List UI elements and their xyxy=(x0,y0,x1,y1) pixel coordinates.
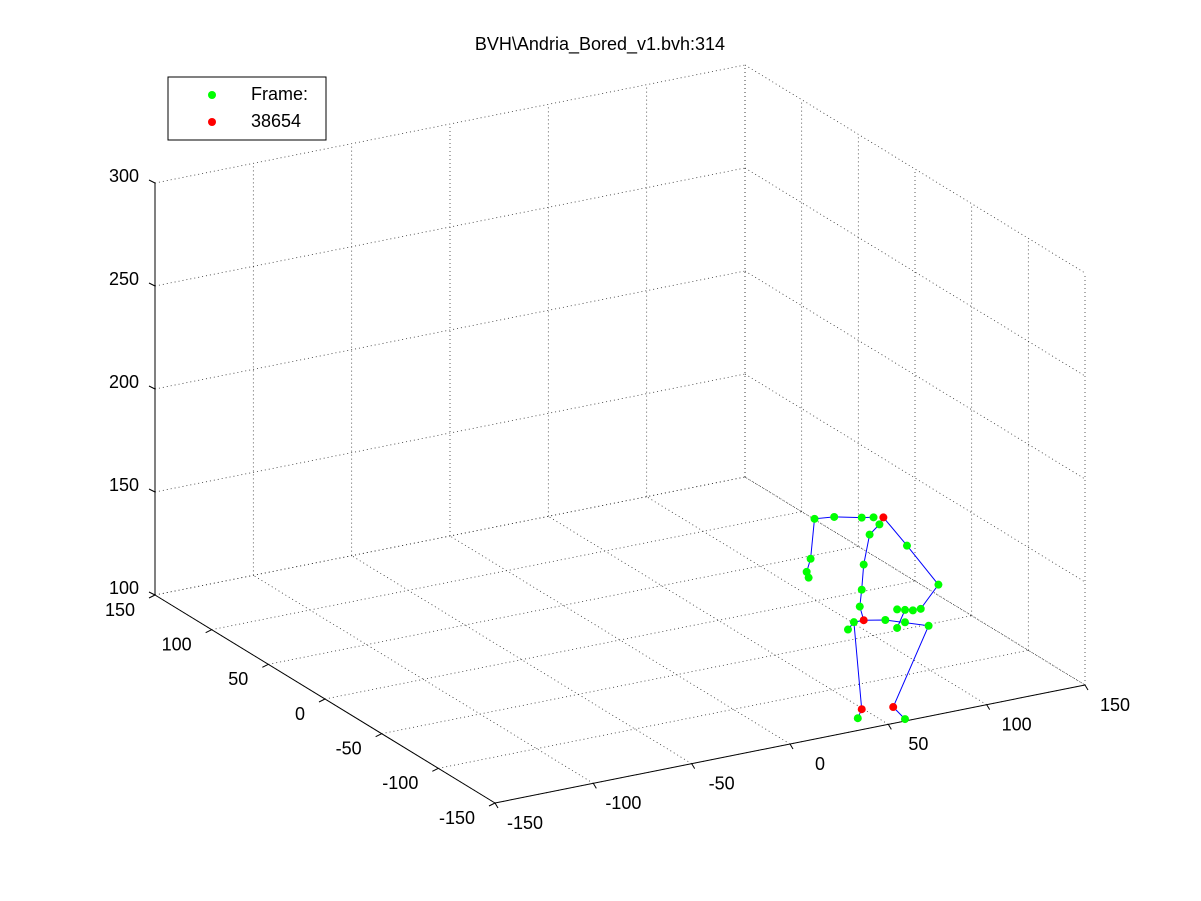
chart-title: BVH\Andria_Bored_v1.bvh:314 xyxy=(475,34,725,55)
z-tick xyxy=(148,488,156,493)
grid-line xyxy=(324,580,916,700)
joint-point xyxy=(855,602,864,611)
joint-point xyxy=(893,623,902,632)
grid-line xyxy=(211,511,802,631)
y-tick xyxy=(318,698,326,703)
joint-point xyxy=(901,715,909,724)
y-tick-label: -100 xyxy=(382,773,418,793)
joint-point xyxy=(859,560,868,569)
joint-point xyxy=(908,606,917,615)
legend-label: Frame: xyxy=(251,84,308,104)
joint-point xyxy=(889,703,898,712)
grid-line xyxy=(744,270,1086,480)
joint-point xyxy=(857,513,866,522)
joint-point xyxy=(857,585,866,594)
z-tick xyxy=(148,282,156,287)
z-tick xyxy=(148,385,156,390)
grid-line xyxy=(744,373,1086,583)
joint-point xyxy=(859,616,868,625)
z-tick-label: 250 xyxy=(109,269,139,289)
grid-line xyxy=(744,167,1086,377)
plot-data xyxy=(802,512,943,724)
x-tick xyxy=(691,763,696,769)
y-tick-label: 100 xyxy=(162,634,192,654)
y-tick xyxy=(488,802,496,807)
z-tick xyxy=(148,591,156,596)
x-tick xyxy=(887,724,892,730)
legend-label: 38654 xyxy=(251,111,301,131)
grid-line xyxy=(268,545,859,665)
grid-line xyxy=(381,615,972,735)
axes: -150-100-50050100150-150-100-50050100150… xyxy=(105,166,1130,833)
grid-line xyxy=(646,496,987,706)
legend-box xyxy=(167,76,327,141)
joint-point xyxy=(830,512,839,521)
x-tick-label: -100 xyxy=(605,793,641,813)
joint-point xyxy=(869,513,878,522)
grid-line xyxy=(744,476,1086,686)
joint-point xyxy=(879,513,888,522)
z-tick-label: 300 xyxy=(109,166,139,186)
y-tick xyxy=(205,629,212,634)
joint-point xyxy=(853,714,862,723)
x-tick-label: 100 xyxy=(1002,714,1032,734)
y-tick-label: -150 xyxy=(439,808,475,828)
x-tick-label: 0 xyxy=(815,754,825,774)
x-tick xyxy=(1084,684,1089,691)
grid-line xyxy=(744,64,1086,274)
x-tick-label: -50 xyxy=(709,773,735,793)
joint-point xyxy=(804,573,813,582)
legend: Frame: 38654 xyxy=(167,76,327,141)
z-tick-label: 100 xyxy=(109,578,139,598)
x-tick xyxy=(494,802,499,809)
z-tick xyxy=(148,179,156,184)
grid xyxy=(154,64,1086,804)
y-tick xyxy=(148,594,156,599)
grid-line xyxy=(548,515,889,725)
z-tick-label: 200 xyxy=(109,372,139,392)
joint-point xyxy=(901,618,909,627)
y-tick xyxy=(432,767,439,772)
joint-point xyxy=(806,554,815,563)
y-tick xyxy=(262,663,269,668)
x-tick xyxy=(789,743,794,750)
joint-point xyxy=(934,580,943,589)
joint-point xyxy=(924,621,933,630)
x-tick xyxy=(592,783,597,789)
joint-point xyxy=(902,541,911,550)
joint-point xyxy=(901,605,909,614)
grid-line xyxy=(154,64,746,184)
y-tick-label: -50 xyxy=(336,738,362,758)
legend-marker xyxy=(208,118,216,126)
x-tick-label: -150 xyxy=(507,813,543,833)
grid-line xyxy=(154,373,746,493)
grid-line xyxy=(154,270,746,390)
joint-point xyxy=(843,625,852,634)
grid-line xyxy=(438,649,1029,769)
y-tick xyxy=(375,733,382,738)
joint-point xyxy=(893,605,902,614)
joint-point xyxy=(857,705,866,714)
grid-line xyxy=(154,167,746,287)
legend-marker xyxy=(208,91,216,99)
joint-point xyxy=(865,530,874,539)
joint-point xyxy=(810,514,819,523)
y-tick-label: 150 xyxy=(105,600,135,620)
y-tick-label: 0 xyxy=(295,704,305,724)
z-tick-label: 150 xyxy=(109,475,139,495)
x-tick-label: 50 xyxy=(908,734,928,754)
joint-point xyxy=(849,618,858,627)
x-tick xyxy=(986,704,991,710)
x-tick-label: 150 xyxy=(1100,695,1130,715)
y-tick-label: 50 xyxy=(228,669,248,689)
joint-point xyxy=(881,616,890,625)
joint-point xyxy=(916,604,925,613)
grid-line xyxy=(154,476,746,596)
joint-point xyxy=(875,520,884,529)
